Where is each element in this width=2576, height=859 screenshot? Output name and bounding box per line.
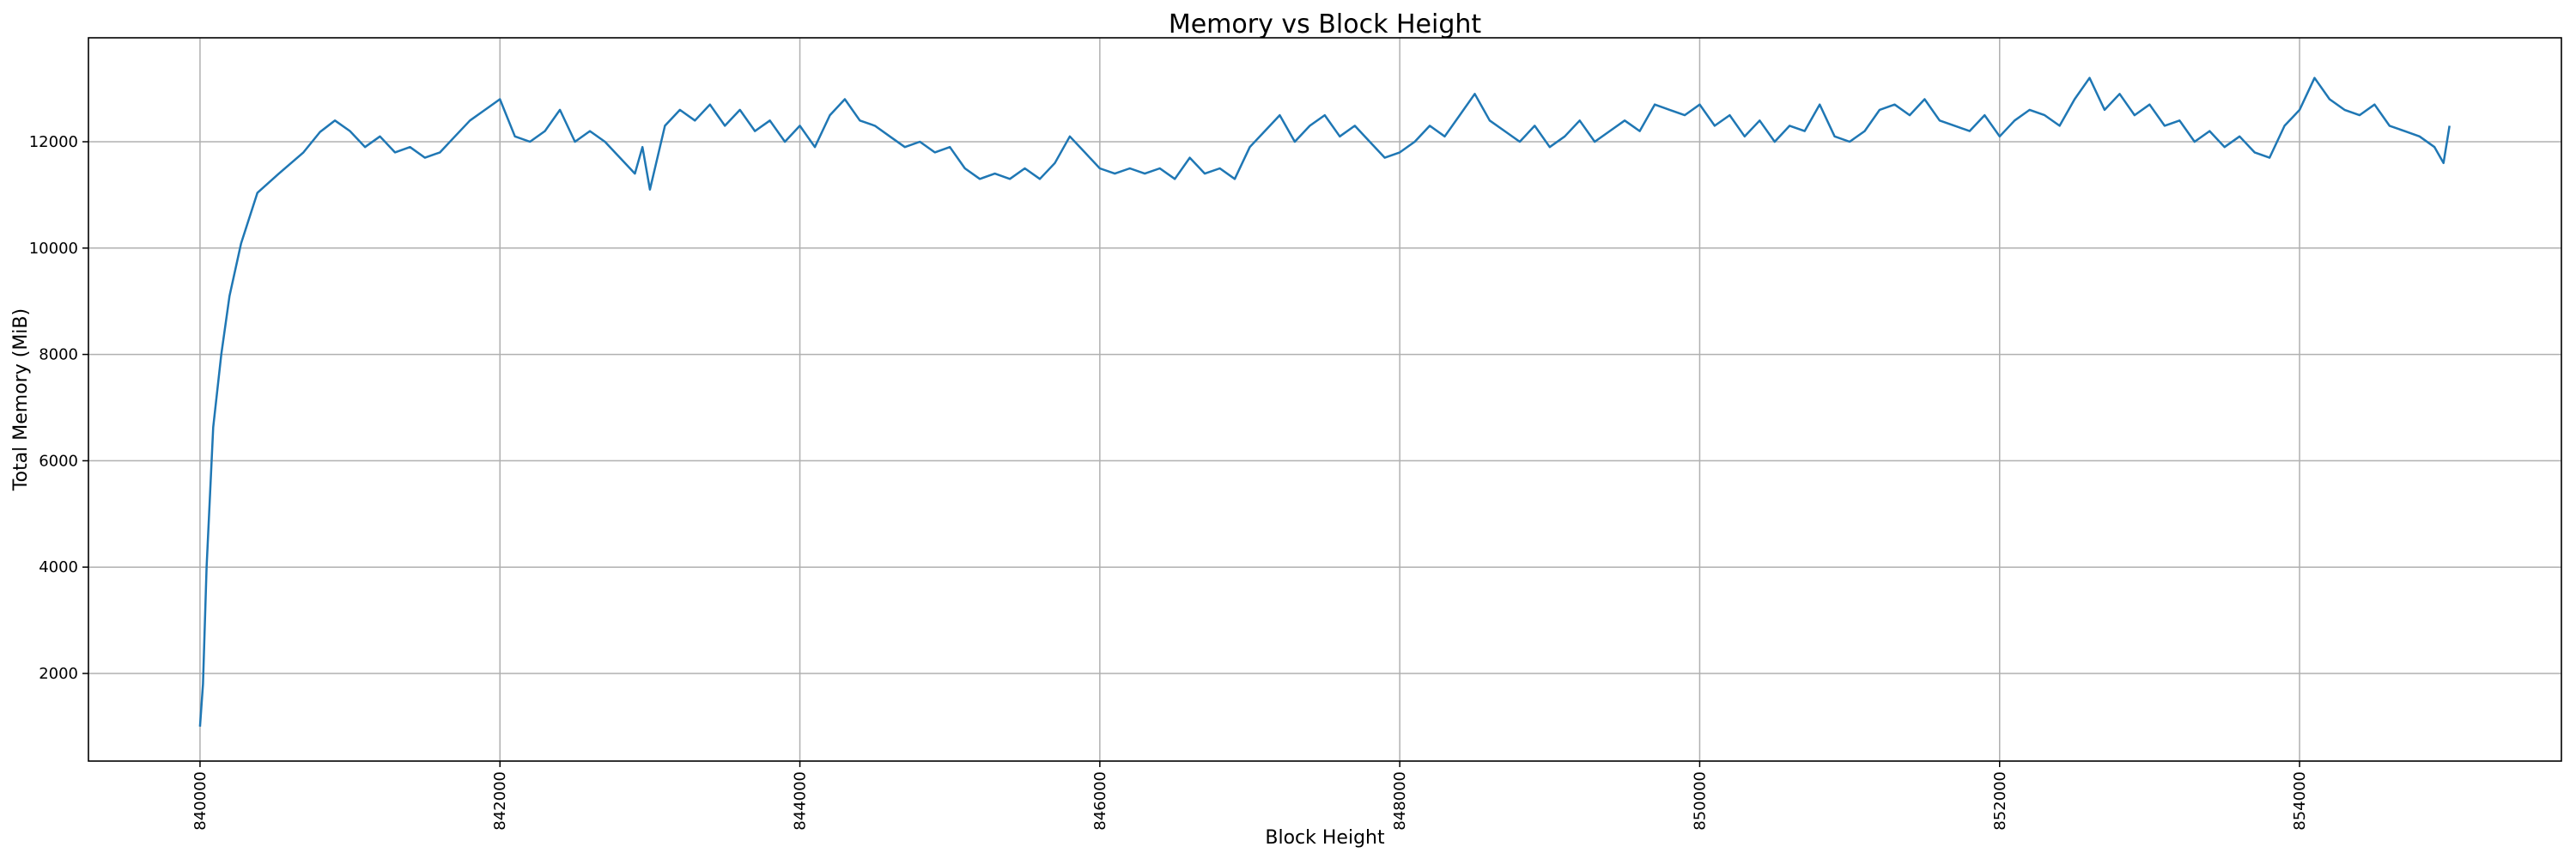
series-line	[198, 76, 2451, 727]
y-axis-label: Total Memory (MiB)	[10, 308, 32, 491]
chart-title: Memory vs Block Height	[1169, 9, 1482, 40]
y-tick-label: 8000	[39, 346, 78, 364]
x-tick-label: 844000	[792, 771, 810, 831]
y-tick-label: 12000	[29, 133, 78, 151]
x-tick-label: 842000	[491, 771, 509, 831]
x-axis-label: Block Height	[1265, 827, 1385, 849]
x-tick-label: 846000	[1091, 771, 1109, 831]
x-tick-label: 850000	[1691, 771, 1709, 831]
x-tick-label: 854000	[2291, 771, 2309, 831]
ticks: 840000 842000 844000 846000 848000 850000 8520…	[29, 133, 2309, 831]
x-tick-label: 848000	[1391, 771, 1409, 831]
plot-frame	[88, 37, 2562, 762]
x-tick-label: 852000	[1991, 771, 2009, 831]
grid	[88, 38, 2561, 761]
x-tick-label: 840000	[191, 771, 210, 831]
y-tick-label: 4000	[39, 558, 78, 576]
y-tick-label: 6000	[39, 452, 78, 470]
y-tick-label: 2000	[39, 665, 78, 683]
y-tick-label: 10000	[29, 240, 78, 258]
